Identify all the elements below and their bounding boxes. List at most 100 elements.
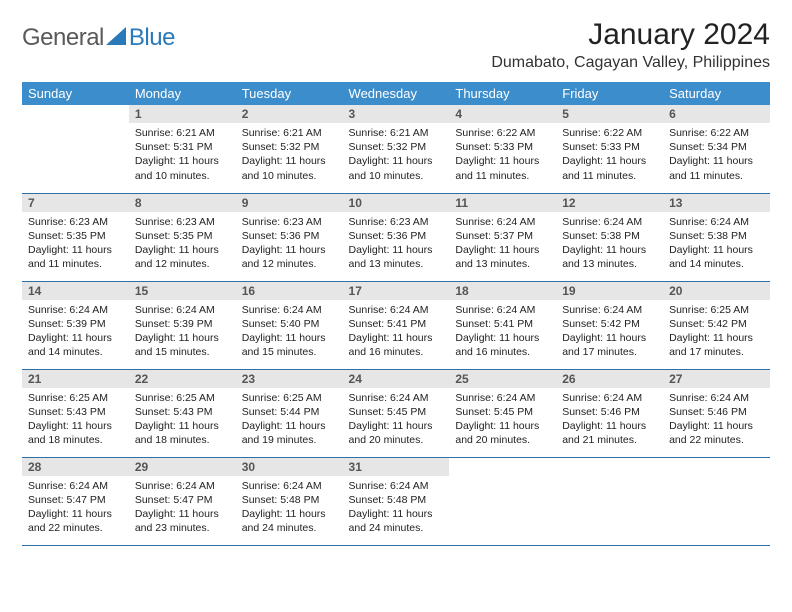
daylight-text: and 10 minutes. [349, 169, 444, 183]
sunset-text: Sunset: 5:36 PM [349, 229, 444, 243]
day-number: 30 [236, 458, 343, 476]
sunrise-text: Sunrise: 6:24 AM [349, 391, 444, 405]
daylight-text: and 22 minutes. [669, 433, 764, 447]
calendar-cell: 23Sunrise: 6:25 AMSunset: 5:44 PMDayligh… [236, 369, 343, 457]
sunrise-text: Sunrise: 6:25 AM [135, 391, 230, 405]
day-content: Sunrise: 6:25 AMSunset: 5:43 PMDaylight:… [22, 388, 129, 452]
sunrise-text: Sunrise: 6:24 AM [135, 479, 230, 493]
day-number: 23 [236, 370, 343, 388]
daylight-text: Daylight: 11 hours [669, 419, 764, 433]
sunrise-text: Sunrise: 6:25 AM [242, 391, 337, 405]
day-content: Sunrise: 6:24 AMSunset: 5:37 PMDaylight:… [449, 212, 556, 276]
daylight-text: Daylight: 11 hours [349, 243, 444, 257]
day-number: 7 [22, 194, 129, 212]
calendar-cell [556, 457, 663, 545]
daylight-text: and 18 minutes. [28, 433, 123, 447]
day-content: Sunrise: 6:24 AMSunset: 5:41 PMDaylight:… [343, 300, 450, 364]
calendar-cell: 15Sunrise: 6:24 AMSunset: 5:39 PMDayligh… [129, 281, 236, 369]
daylight-text: and 22 minutes. [28, 521, 123, 535]
day-content: Sunrise: 6:24 AMSunset: 5:45 PMDaylight:… [343, 388, 450, 452]
daylight-text: Daylight: 11 hours [455, 331, 550, 345]
day-number: 11 [449, 194, 556, 212]
sunset-text: Sunset: 5:45 PM [349, 405, 444, 419]
calendar-cell [663, 457, 770, 545]
sunset-text: Sunset: 5:41 PM [349, 317, 444, 331]
calendar-cell: 26Sunrise: 6:24 AMSunset: 5:46 PMDayligh… [556, 369, 663, 457]
daylight-text: and 23 minutes. [135, 521, 230, 535]
daylight-text: Daylight: 11 hours [242, 419, 337, 433]
sunrise-text: Sunrise: 6:24 AM [28, 479, 123, 493]
sunrise-text: Sunrise: 6:22 AM [562, 126, 657, 140]
day-content: Sunrise: 6:23 AMSunset: 5:36 PMDaylight:… [236, 212, 343, 276]
calendar-cell: 13Sunrise: 6:24 AMSunset: 5:38 PMDayligh… [663, 193, 770, 281]
daylight-text: Daylight: 11 hours [455, 243, 550, 257]
day-number: 1 [129, 105, 236, 123]
day-content: Sunrise: 6:23 AMSunset: 5:36 PMDaylight:… [343, 212, 450, 276]
daylight-text: and 12 minutes. [135, 257, 230, 271]
calendar-cell: 27Sunrise: 6:24 AMSunset: 5:46 PMDayligh… [663, 369, 770, 457]
sunset-text: Sunset: 5:35 PM [135, 229, 230, 243]
daylight-text: Daylight: 11 hours [135, 243, 230, 257]
sunrise-text: Sunrise: 6:22 AM [669, 126, 764, 140]
day-content: Sunrise: 6:22 AMSunset: 5:33 PMDaylight:… [449, 123, 556, 187]
sail-icon [106, 24, 126, 52]
day-content: Sunrise: 6:25 AMSunset: 5:43 PMDaylight:… [129, 388, 236, 452]
sunset-text: Sunset: 5:47 PM [135, 493, 230, 507]
day-content: Sunrise: 6:24 AMSunset: 5:45 PMDaylight:… [449, 388, 556, 452]
sunset-text: Sunset: 5:47 PM [28, 493, 123, 507]
daylight-text: Daylight: 11 hours [28, 419, 123, 433]
daylight-text: and 11 minutes. [669, 169, 764, 183]
day-number: 29 [129, 458, 236, 476]
daylight-text: and 17 minutes. [669, 345, 764, 359]
sunrise-text: Sunrise: 6:24 AM [562, 303, 657, 317]
day-content: Sunrise: 6:24 AMSunset: 5:40 PMDaylight:… [236, 300, 343, 364]
calendar-cell: 11Sunrise: 6:24 AMSunset: 5:37 PMDayligh… [449, 193, 556, 281]
sunset-text: Sunset: 5:42 PM [562, 317, 657, 331]
sunset-text: Sunset: 5:38 PM [562, 229, 657, 243]
day-number: 8 [129, 194, 236, 212]
calendar-cell: 18Sunrise: 6:24 AMSunset: 5:41 PMDayligh… [449, 281, 556, 369]
daylight-text: Daylight: 11 hours [242, 507, 337, 521]
daylight-text: Daylight: 11 hours [28, 243, 123, 257]
weekday-header: Wednesday [343, 82, 450, 105]
sunset-text: Sunset: 5:43 PM [135, 405, 230, 419]
daylight-text: and 13 minutes. [455, 257, 550, 271]
calendar-cell: 22Sunrise: 6:25 AMSunset: 5:43 PMDayligh… [129, 369, 236, 457]
daylight-text: Daylight: 11 hours [28, 331, 123, 345]
daylight-text: and 11 minutes. [28, 257, 123, 271]
brand-text-blue: Blue [106, 24, 175, 52]
day-number: 31 [343, 458, 450, 476]
day-number: 22 [129, 370, 236, 388]
page-header: General Blue January 2024 Dumabato, Caga… [22, 18, 770, 72]
sunrise-text: Sunrise: 6:23 AM [135, 215, 230, 229]
daylight-text: Daylight: 11 hours [135, 419, 230, 433]
daylight-text: and 12 minutes. [242, 257, 337, 271]
calendar-cell: 7 Sunrise: 6:23 AMSunset: 5:35 PMDaylight… [22, 193, 129, 281]
sunrise-text: Sunrise: 6:23 AM [28, 215, 123, 229]
title-block: January 2024 Dumabato, Cagayan Valley, P… [491, 18, 770, 72]
weekday-header: Sunday [22, 82, 129, 105]
brand-logo: General Blue [22, 18, 175, 52]
weekday-header: Saturday [663, 82, 770, 105]
day-content: Sunrise: 6:24 AMSunset: 5:38 PMDaylight:… [663, 212, 770, 276]
daylight-text: Daylight: 11 hours [349, 331, 444, 345]
daylight-text: Daylight: 11 hours [669, 154, 764, 168]
daylight-text: and 10 minutes. [135, 169, 230, 183]
calendar-cell: 10Sunrise: 6:23 AMSunset: 5:36 PMDayligh… [343, 193, 450, 281]
sunrise-text: Sunrise: 6:24 AM [669, 215, 764, 229]
daylight-text: Daylight: 11 hours [455, 419, 550, 433]
sunset-text: Sunset: 5:46 PM [562, 405, 657, 419]
daylight-text: Daylight: 11 hours [562, 419, 657, 433]
daylight-text: and 14 minutes. [669, 257, 764, 271]
day-number: 19 [556, 282, 663, 300]
calendar-cell: 2Sunrise: 6:21 AMSunset: 5:32 PMDaylight… [236, 105, 343, 193]
day-number: 6 [663, 105, 770, 123]
day-number: 20 [663, 282, 770, 300]
sunset-text: Sunset: 5:46 PM [669, 405, 764, 419]
sunset-text: Sunset: 5:35 PM [28, 229, 123, 243]
day-number: 16 [236, 282, 343, 300]
daylight-text: and 24 minutes. [349, 521, 444, 535]
calendar-cell: 4Sunrise: 6:22 AMSunset: 5:33 PMDaylight… [449, 105, 556, 193]
day-content: Sunrise: 6:24 AMSunset: 5:48 PMDaylight:… [236, 476, 343, 540]
day-content: Sunrise: 6:21 AMSunset: 5:32 PMDaylight:… [236, 123, 343, 187]
